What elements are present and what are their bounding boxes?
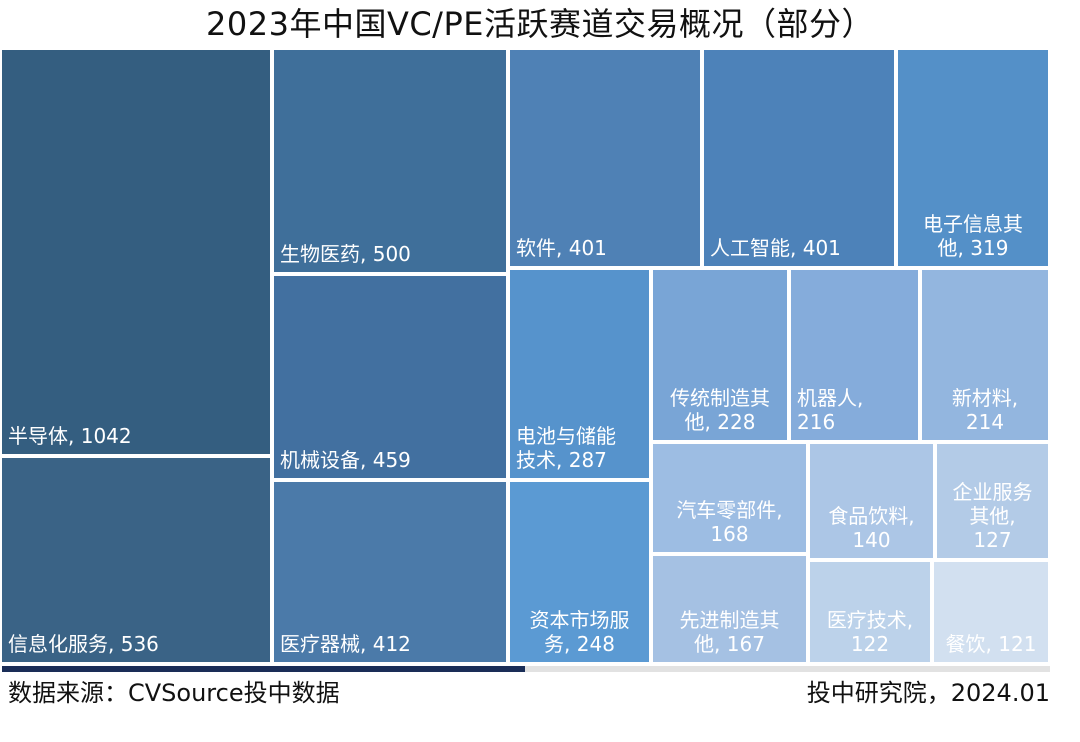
treemap-tile-5: 软件, 401 (508, 48, 702, 268)
treemap-label: 资本市场服 务, 248 (529, 608, 630, 656)
treemap-tile-1: 信息化服务, 536 (0, 456, 272, 664)
treemap-label: 电池与储能 技术, 287 (516, 424, 616, 472)
treemap-label: 生物医药, 500 (280, 242, 411, 266)
treemap-label: 人工智能, 401 (710, 236, 841, 260)
treemap-tile-11: 机器人, 216 (789, 268, 920, 442)
treemap-tile-3: 机械设备, 459 (272, 274, 508, 480)
treemap-label: 机械设备, 459 (280, 448, 411, 472)
treemap-tile-16: 先进制造其 他, 167 (651, 554, 808, 664)
treemap-label: 医疗技术, 122 (826, 608, 914, 656)
treemap-label: 电子信息其 他, 319 (923, 212, 1023, 260)
data-source-note: 数据来源：CVSource投中数据 (8, 679, 340, 707)
treemap-tile-2: 生物医药, 500 (272, 48, 508, 274)
treemap-tile-13: 汽车零部件, 168 (651, 442, 808, 554)
treemap-label: 医疗器械, 412 (280, 632, 411, 656)
treemap-tile-8: 电池与储能 技术, 287 (508, 268, 651, 480)
treemap-label: 信息化服务, 536 (8, 632, 159, 656)
treemap-label: 机器人, 216 (797, 386, 864, 434)
treemap-label: 企业服务 其他, 127 (952, 480, 1033, 552)
treemap-tile-6: 人工智能, 401 (702, 48, 896, 268)
treemap-label: 传统制造其 他, 228 (670, 386, 770, 434)
treemap-tile-17: 医疗技术, 122 (808, 560, 932, 664)
treemap-label: 软件, 401 (516, 236, 607, 260)
treemap-tile-18: 餐饮, 121 (932, 560, 1050, 664)
treemap-tile-10: 传统制造其 他, 228 (651, 268, 789, 442)
treemap-tile-9: 资本市场服 务, 248 (508, 480, 651, 664)
treemap-tile-7: 电子信息其 他, 319 (896, 48, 1050, 268)
chart-title: 2023年中国VC/PE活跃赛道交易概况（部分） (206, 5, 874, 43)
treemap-tile-14: 食品饮料, 140 (808, 442, 935, 560)
treemap-tile-4: 医疗器械, 412 (272, 480, 508, 664)
treemap-label: 新材料, 214 (951, 386, 1019, 434)
treemap-label: 汽车零部件, 168 (676, 498, 783, 546)
treemap-tile-0: 半导体, 1042 (0, 48, 272, 456)
treemap-label: 先进制造其 他, 167 (679, 608, 780, 656)
publisher-credit: 投中研究院，2024.01 (806, 679, 1050, 707)
treemap-label: 食品饮料, 140 (828, 504, 915, 552)
treemap-tile-15: 企业服务 其他, 127 (935, 442, 1050, 560)
scroll-thumb (2, 666, 525, 672)
treemap-label: 半导体, 1042 (8, 424, 132, 448)
scroll-track (2, 666, 1050, 672)
treemap-label: 餐饮, 121 (945, 632, 1037, 656)
treemap: 半导体, 1042 信息化服务, 536 生物医药, 500 机械设备, 459 医疗器… (0, 48, 1080, 678)
treemap-tile-12: 新材料, 214 (920, 268, 1050, 442)
